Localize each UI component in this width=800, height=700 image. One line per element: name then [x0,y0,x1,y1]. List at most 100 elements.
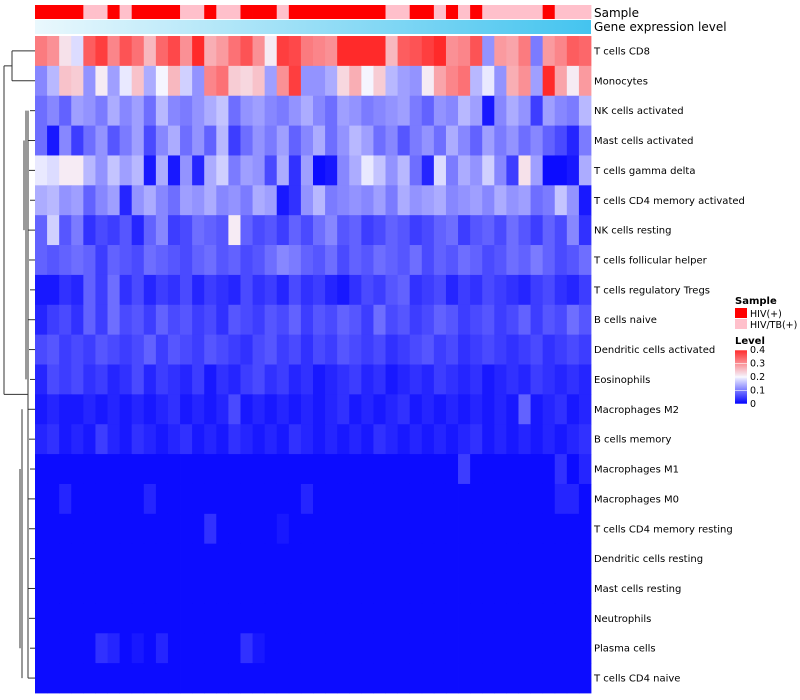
heatmap-cell [361,454,374,485]
heatmap-cell [276,633,290,664]
heatmap-cell [192,215,205,246]
heatmap-cell [264,663,278,694]
heatmap-cell [470,663,483,694]
heatmap-cell [107,185,121,216]
heatmap-cell [470,513,483,545]
heatmap-cell [397,304,411,336]
heatmap-cell [530,633,544,664]
heatmap-cell [349,125,362,156]
heatmap-cell [325,483,338,515]
heatmap-cell [47,304,60,336]
heatmap-cell [131,364,145,395]
heatmap-cell [421,513,435,545]
heatmap-cell [143,573,157,604]
heatmap-cell [337,65,350,97]
heatmap-cell [409,633,423,664]
heatmap-cell [131,95,145,126]
sample-annotation-cell [458,5,471,19]
heatmap-cell [530,543,544,574]
heatmap-cell [361,36,374,67]
heatmap-cell [131,185,145,216]
heatmap-cell [107,95,121,126]
heatmap-cell [71,454,84,485]
sample-annotation-cell [554,5,568,19]
heatmap-cell [95,543,108,574]
heatmap-cell [542,215,556,246]
heatmap-cell [325,155,338,186]
heatmap-cell [167,65,181,97]
heatmap-cell [288,95,302,126]
heatmap-cell [83,274,96,306]
heatmap-cell [71,543,84,574]
row-label: T cells gamma delta [593,166,695,177]
heatmap-cell [228,274,241,306]
heatmap-cell [216,215,229,246]
heatmap-cell [433,543,447,574]
heatmap-cell [445,513,459,545]
heatmap-cell [180,304,193,336]
heatmap-cell [373,483,386,515]
heatmap-cell [264,304,278,336]
heatmap-cell [349,513,362,545]
heatmap-cell [433,36,447,67]
heatmap-cell [180,633,193,664]
heatmap-cell [276,155,290,186]
heatmap-cell [349,424,362,455]
heatmap-cell [433,65,447,97]
heatmap-cell [143,304,157,336]
heatmap-cell [204,483,217,515]
row-label: Plasma cells [594,644,656,655]
sample-annotation-bar [35,5,592,19]
heatmap-cell [288,245,302,276]
heatmap-cell [240,424,253,455]
heatmap-cell [143,603,157,634]
heatmap-cell [482,36,495,67]
heatmap-cell [252,185,266,216]
heatmap-cell [385,215,399,246]
row-labels: T cells CD8 Monocytes NK cells activated Ma… [593,46,745,684]
heatmap-cell [204,364,217,395]
heatmap-cell [83,543,96,574]
heatmap-cell [288,663,302,694]
heatmap-cell [482,95,495,126]
heatmap-cell [192,95,205,126]
heatmap-cell [95,573,108,604]
heatmap-cell [458,663,471,694]
heatmap-cell [349,603,362,634]
sample-annotation-cell [59,5,72,19]
heatmap-cell [264,155,278,186]
heatmap-cell [554,424,568,455]
heatmap-cell [228,65,241,97]
heatmap-cell [83,245,96,276]
heatmap-cell [216,454,229,485]
heatmap-cell [131,424,145,455]
heatmap-cell [95,36,108,67]
heatmap-cell [385,185,399,216]
heatmap-cell [506,424,519,455]
heatmap-cell [530,215,544,246]
heatmap-cell [119,155,133,186]
heatmap-cell [554,65,568,97]
heatmap-cell [216,543,229,574]
heatmap-cell [506,364,519,395]
heatmap-cell [83,125,96,156]
heatmap-cell [433,125,447,156]
heatmap-cell [494,394,507,425]
heatmap-cell [506,274,519,306]
heatmap-cell [180,394,193,425]
heatmap-cell [361,274,374,306]
heatmap-cell [71,513,84,545]
heatmap-cell [35,185,48,216]
heatmap-cell [264,394,278,425]
heatmap-cell [83,513,96,545]
heatmap-cell [325,125,338,156]
heatmap-cell [300,543,314,574]
heatmap-cell [337,245,350,276]
heatmap-cell [131,65,145,97]
heatmap-cell [167,543,181,574]
heatmap-cell [361,633,374,664]
sample-annotation-cell [83,5,96,19]
heatmap-cell [313,245,326,276]
heatmap-cell [482,245,495,276]
heatmap-cell [228,513,241,545]
